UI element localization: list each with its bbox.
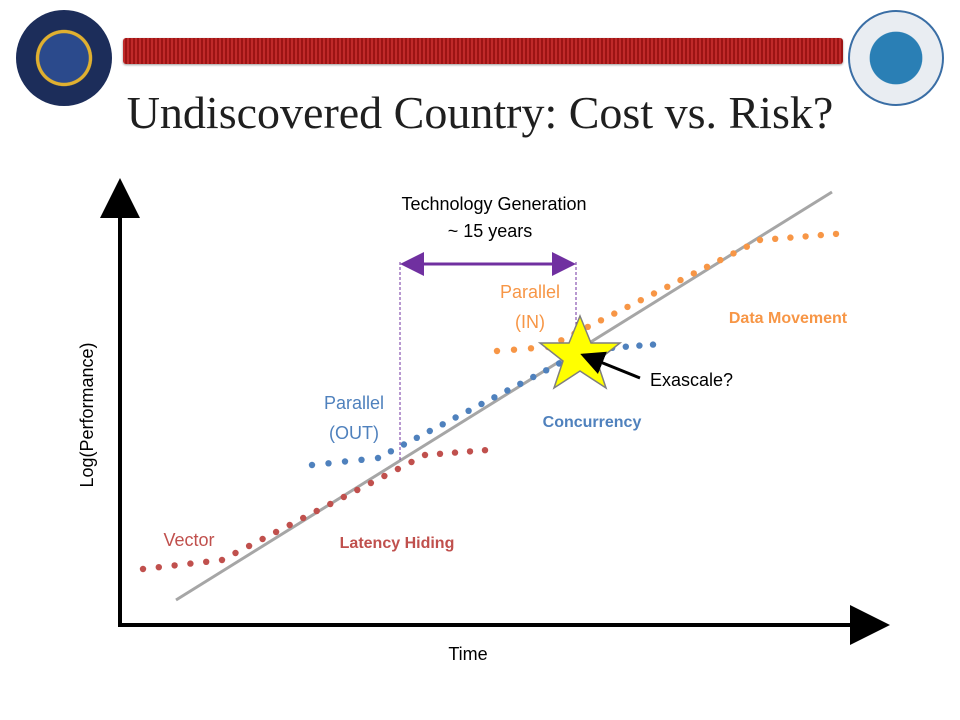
curve-dot bbox=[313, 507, 320, 515]
curve-dot bbox=[139, 565, 147, 573]
curve-dot bbox=[756, 236, 764, 244]
curve-dot bbox=[413, 434, 420, 441]
curve-dot bbox=[171, 562, 178, 569]
data-movement-dots bbox=[493, 230, 840, 355]
curve-dot bbox=[286, 521, 293, 529]
label-tech-generation-2: ~ 15 years bbox=[448, 221, 533, 241]
curve-dot bbox=[408, 458, 415, 466]
curve-dot bbox=[664, 283, 671, 290]
curve-dot bbox=[611, 310, 618, 317]
label-parallel-out-1: Parallel bbox=[324, 393, 384, 413]
curve-dot bbox=[787, 234, 794, 241]
curve-dot bbox=[504, 387, 511, 394]
curve-dot bbox=[466, 448, 474, 455]
curve-dot bbox=[358, 456, 365, 463]
curve-dot bbox=[374, 454, 382, 462]
slide-title: Undiscovered Country: Cost vs. Risk? bbox=[126, 87, 834, 138]
curve-dot bbox=[367, 479, 375, 487]
curve-dot bbox=[802, 233, 809, 240]
vector-latency-hiding-dots bbox=[139, 447, 489, 573]
curve-dot bbox=[555, 360, 563, 367]
curve-dot bbox=[426, 427, 433, 435]
label-vector: Vector bbox=[163, 530, 214, 550]
curve-dot bbox=[481, 447, 489, 454]
curve-dot bbox=[636, 342, 643, 349]
curve-dot bbox=[465, 407, 472, 414]
curve-dot bbox=[624, 303, 631, 311]
curve-dot bbox=[203, 558, 210, 565]
curve-dot bbox=[650, 290, 658, 297]
header-banner bbox=[123, 38, 843, 64]
label-y-axis: Log(Performance) bbox=[77, 342, 97, 487]
curve-dot bbox=[394, 465, 402, 473]
exascale-pointer-arrow bbox=[580, 351, 641, 380]
label-parallel-in-2: (IN) bbox=[515, 312, 545, 332]
curve-dot bbox=[436, 450, 444, 457]
star-icon bbox=[537, 314, 623, 390]
curve-dot bbox=[584, 323, 591, 331]
curve-dot bbox=[637, 297, 644, 304]
curve-dot bbox=[622, 343, 629, 350]
curve-dot bbox=[817, 231, 824, 239]
curve-dot bbox=[478, 400, 485, 408]
curve-dot bbox=[232, 549, 239, 557]
research-directorate-seal-icon bbox=[848, 10, 944, 106]
curve-dot bbox=[558, 337, 565, 344]
curve-dot bbox=[530, 373, 537, 381]
curve-dot bbox=[543, 367, 550, 374]
curve-dot bbox=[649, 341, 657, 348]
curve-dot bbox=[452, 414, 459, 421]
curve-dot bbox=[327, 500, 334, 508]
curve-dot bbox=[381, 472, 388, 480]
curve-dot bbox=[259, 535, 266, 543]
label-data-movement: Data Movement bbox=[729, 310, 848, 327]
curve-dot bbox=[325, 460, 332, 467]
curve-dot bbox=[493, 347, 501, 355]
label-tech-generation-1: Technology Generation bbox=[401, 194, 586, 214]
curve-dot bbox=[421, 451, 429, 459]
curve-dot bbox=[730, 250, 737, 257]
curve-dot bbox=[340, 493, 347, 501]
curve-dot bbox=[677, 276, 684, 284]
curve-dot bbox=[703, 263, 711, 270]
label-parallel-in-1: Parallel bbox=[500, 282, 560, 302]
curve-dot bbox=[341, 458, 349, 465]
curve-dot bbox=[510, 346, 518, 353]
curve-dot bbox=[439, 421, 446, 428]
curve-dot bbox=[527, 345, 535, 352]
curve-dot bbox=[218, 556, 226, 564]
label-parallel-out-2: (OUT) bbox=[329, 423, 379, 443]
curve-dot bbox=[272, 528, 280, 536]
curve-dot bbox=[451, 449, 459, 456]
curve-dot bbox=[517, 380, 524, 387]
curve-dot bbox=[308, 461, 316, 469]
label-x-axis: Time bbox=[448, 644, 487, 664]
curve-dot bbox=[743, 243, 750, 250]
curve-dot bbox=[491, 394, 498, 401]
nsa-seal-icon bbox=[16, 10, 112, 106]
curve-dot bbox=[300, 514, 307, 522]
curve-dot bbox=[387, 448, 395, 455]
label-concurrency: Concurrency bbox=[543, 414, 642, 431]
curve-dot bbox=[400, 441, 408, 448]
curve-dot bbox=[155, 564, 162, 571]
curve-dot bbox=[832, 230, 840, 238]
label-latency-hiding: Latency Hiding bbox=[340, 535, 455, 552]
label-exascale: Exascale? bbox=[650, 370, 733, 390]
curve-dot bbox=[187, 560, 194, 567]
curve-dot bbox=[772, 235, 779, 242]
curve-dot bbox=[717, 256, 724, 264]
curve-dot bbox=[354, 486, 361, 494]
curve-dot bbox=[597, 317, 605, 324]
curve-dot bbox=[690, 270, 697, 277]
curve-dot bbox=[245, 542, 253, 550]
